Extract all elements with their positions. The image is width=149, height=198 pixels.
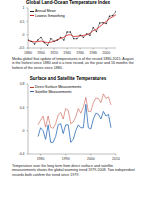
svg-text:1980: 1980 <box>89 51 97 54</box>
svg-text:2010: 2010 <box>112 157 120 160</box>
svg-text:1: 1 <box>23 6 25 10</box>
svg-text:2000: 2000 <box>102 51 110 54</box>
html-text:Lowess Smoothing: Lowess Smoothing <box>35 13 65 18</box>
html-text:Temperature over the long term: Temperature over the long term from dire… <box>12 164 135 177</box>
svg-text:1920: 1920 <box>50 51 58 54</box>
svg-text:-0.4: -0.4 <box>18 152 24 156</box>
svg-text:0: 0 <box>23 129 25 133</box>
html-text:Surface and Satellite Temperat: Surface and Satellite Temperatures <box>29 76 107 81</box>
svg-text:0: 0 <box>23 33 25 37</box>
svg-text:1900: 1900 <box>37 51 45 54</box>
svg-text:1940: 1940 <box>63 51 71 54</box>
svg-text:2000: 2000 <box>87 157 95 160</box>
html-text:Media global that update of te: Media global that update of temperatures… <box>12 57 134 70</box>
html-text:Global Land-Ocean Temperature: Global Land-Ocean Temperature Index <box>25 0 111 5</box>
html-text:Satellite Measurements: Satellite Measurements <box>35 89 72 94</box>
svg-text:1960: 1960 <box>76 51 84 54</box>
svg-text:0.5: 0.5 <box>20 20 25 24</box>
svg-text:1990: 1990 <box>62 157 70 160</box>
svg-text:-0.5: -0.5 <box>18 46 24 50</box>
svg-text:0.4: 0.4 <box>20 106 25 110</box>
svg-text:1880: 1880 <box>24 51 32 54</box>
html-text:Annual Mean: Annual Mean <box>35 9 56 13</box>
svg-text:0.8: 0.8 <box>20 82 25 86</box>
html-text:Direct Surface Measurements: Direct Surface Measurements <box>35 85 82 89</box>
svg-text:1980: 1980 <box>37 157 45 160</box>
